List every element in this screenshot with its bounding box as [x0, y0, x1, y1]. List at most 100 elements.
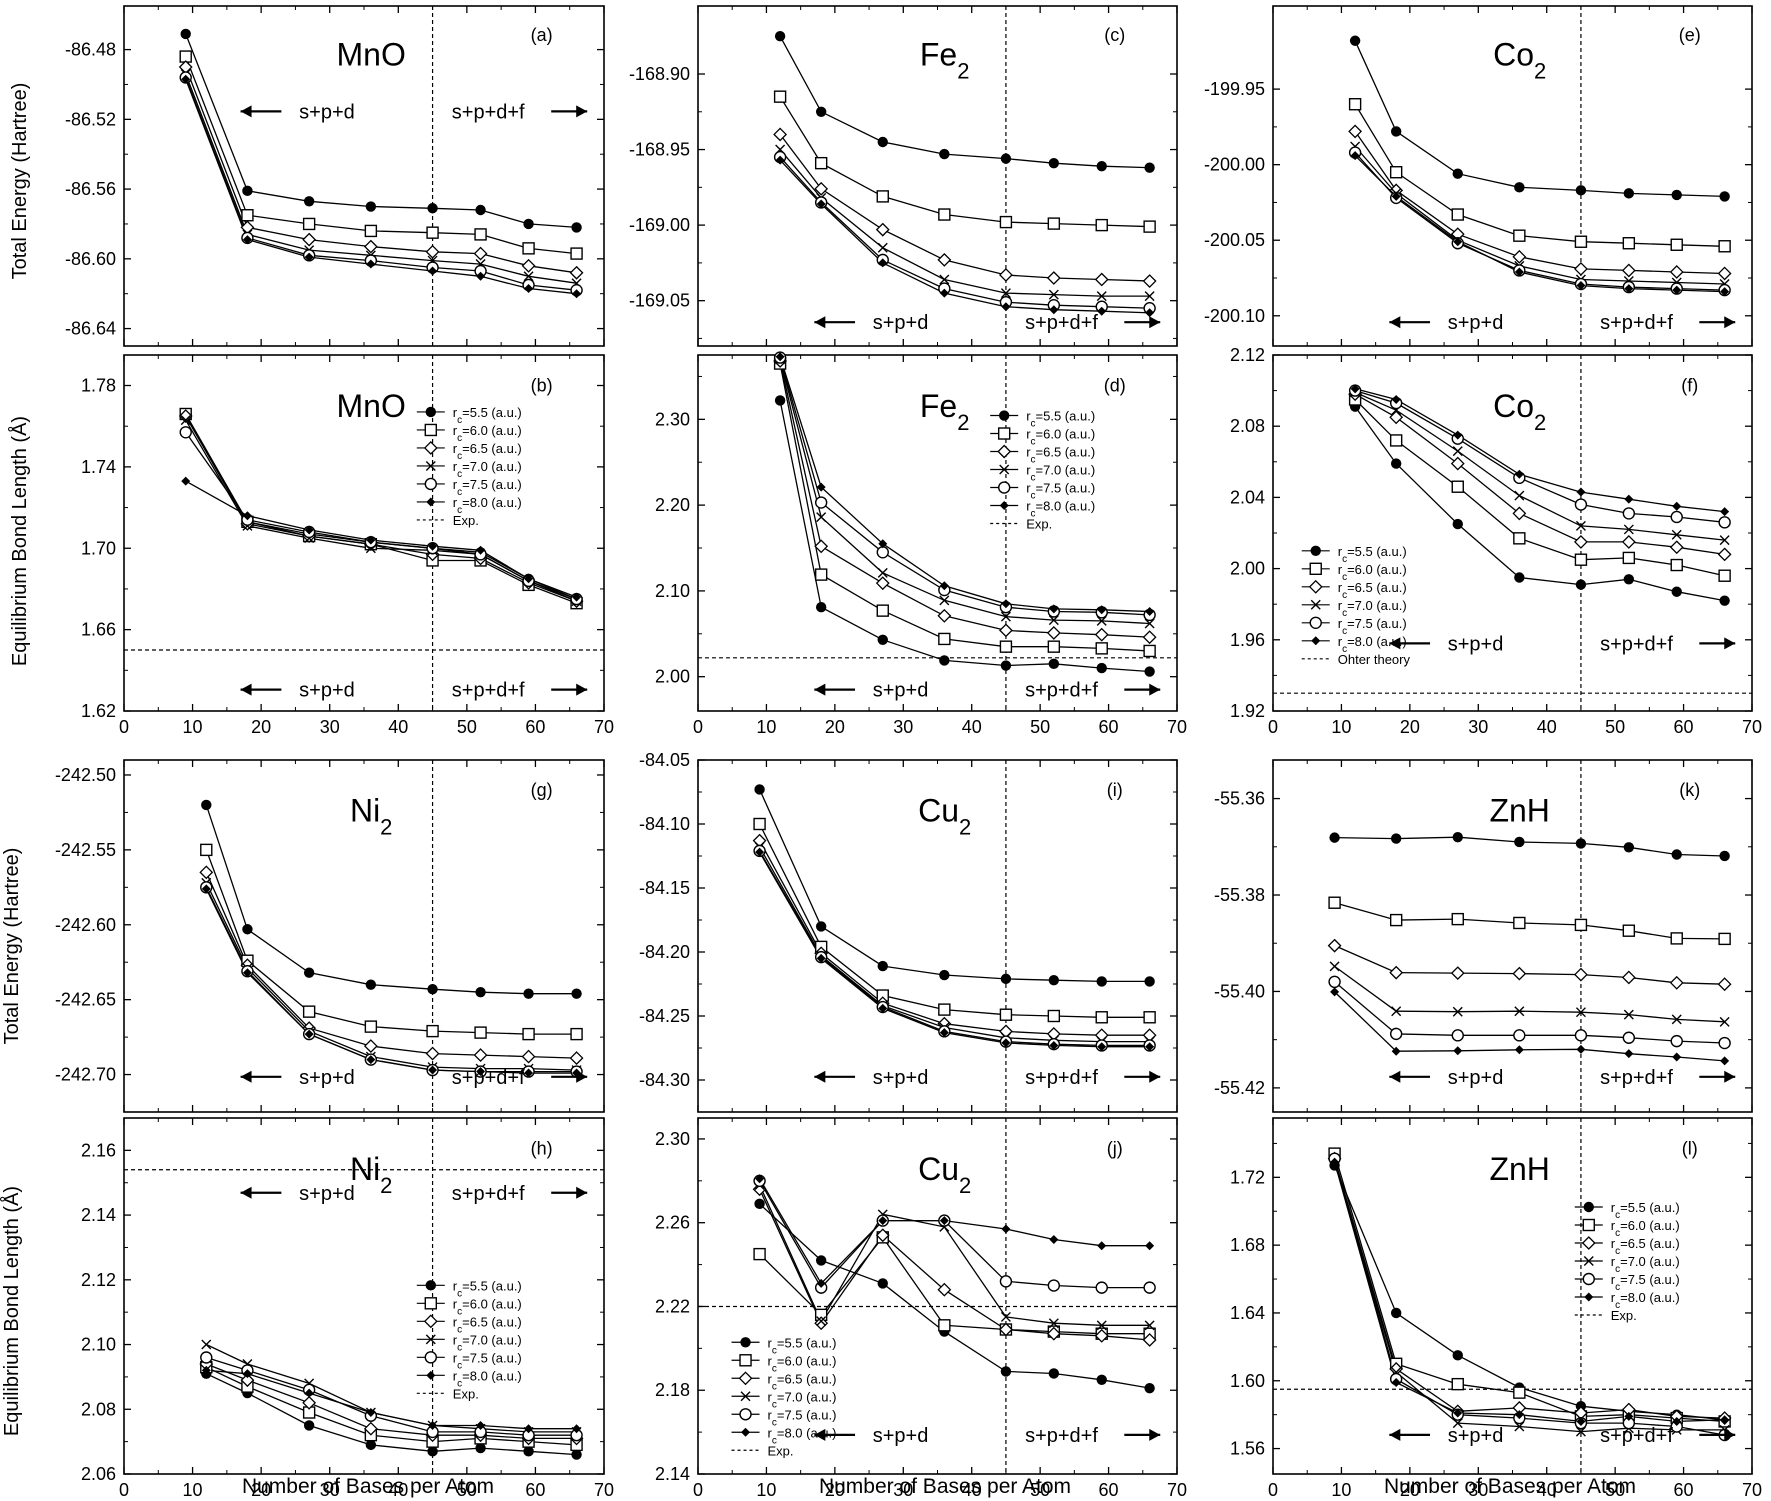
y-tick-label-j: 2.18	[655, 1380, 690, 1400]
series-line-d-1	[779, 363, 1150, 652]
data-point-h-3	[201, 1339, 212, 1350]
y-tick-label-i: -84.20	[639, 942, 690, 962]
y-tick-label-c: -169.00	[629, 215, 690, 235]
data-point-d-0	[877, 634, 888, 645]
data-point-j-5	[1097, 1241, 1107, 1251]
x-tick-label-h: 60	[525, 1480, 545, 1500]
data-point-a-0	[242, 185, 253, 197]
data-point-b-5	[428, 541, 438, 551]
series-line-f-4	[1354, 389, 1725, 523]
x-tick-label-d: 30	[893, 717, 913, 737]
data-point-i-5	[1097, 1042, 1107, 1052]
y-tick-label-f: 2.04	[1230, 487, 1265, 507]
data-point-d-2	[937, 608, 952, 623]
basis-right-label-g: s+p+d+f	[452, 1067, 525, 1089]
data-point-f-5	[1391, 395, 1401, 404]
data-point-e-0	[1514, 182, 1525, 193]
data-point-c-2	[999, 268, 1013, 282]
arrow-right-e-head	[1724, 316, 1736, 329]
panel-j: 0 10 20 30 40 50 60 70 2.14 2.18 2.22 2.26 2.30 Cu2 (j…	[655, 1117, 1187, 1500]
data-point-h-0	[523, 1446, 534, 1457]
data-point-k-4	[1718, 1036, 1731, 1050]
arrow-right-d-head	[1149, 683, 1161, 696]
arrow-left-h	[240, 1186, 282, 1199]
arrow-right-f-head	[1724, 637, 1736, 650]
y-tick-label-j: 2.26	[655, 1213, 690, 1233]
data-point-e-5	[1576, 281, 1586, 291]
data-point-i-1	[1143, 1011, 1156, 1024]
series-line-k-1	[1334, 902, 1725, 940]
arrow-right-d	[1124, 683, 1161, 696]
data-point-h-0	[571, 1449, 582, 1460]
arrow-right-c-head	[1149, 316, 1161, 329]
data-point-h-5	[242, 1369, 252, 1379]
panel-k: -55.36 -55.38 -55.40 -55.42 ZnH (k) s+p+d s+p+d…	[1214, 759, 1753, 1113]
data-point-k-0	[1671, 849, 1682, 860]
molecule-title-h: Ni2	[350, 1151, 392, 1198]
data-point-j-2	[1046, 1326, 1061, 1341]
xlabel-col2: Number of Bases per Atom	[819, 1475, 1071, 1498]
legend-marker-b	[425, 406, 436, 418]
x-tick-label-h: 0	[119, 1480, 129, 1500]
y-tick-label-h: 2.16	[81, 1140, 116, 1160]
legend-marker-b	[424, 423, 437, 437]
y-tick-label-l: 1.60	[1230, 1371, 1265, 1391]
legend-marker-b	[423, 441, 438, 455]
data-point-k-5	[1672, 1052, 1682, 1062]
data-point-a-2	[473, 246, 488, 261]
data-point-d-5	[1097, 605, 1107, 615]
molecule-title-f: Co2	[1493, 388, 1546, 435]
legend-marker-l	[1583, 1256, 1594, 1266]
ylabel-energy-top: Total Energy (Hartree)	[9, 83, 31, 280]
series-line-j-1	[759, 1236, 1150, 1335]
series-line-l-4	[1333, 1158, 1725, 1436]
series-line-b-1	[185, 413, 577, 604]
series-line-g-1	[205, 849, 577, 1035]
y-tick-label-d: 2.00	[655, 667, 690, 687]
data-point-c-5	[1049, 305, 1059, 315]
arrow-left-l	[1389, 1428, 1431, 1441]
data-point-l-0	[1452, 1350, 1463, 1361]
data-point-b-2	[178, 409, 193, 423]
series-line-g-5	[205, 888, 577, 1074]
legend-marker-d	[997, 444, 1012, 459]
series-line-c-4	[779, 156, 1150, 309]
data-point-j-3	[816, 1316, 827, 1327]
basis-right-label-h: s+p+d+f	[452, 1183, 525, 1205]
data-point-h-5	[476, 1420, 486, 1430]
x-tick-label-j: 70	[1167, 1480, 1187, 1500]
arrow-left-i	[814, 1070, 856, 1083]
data-point-f-4	[1622, 507, 1636, 520]
data-point-d-0	[1096, 662, 1107, 674]
data-point-h-4	[200, 1351, 213, 1364]
series-line-c-3	[779, 149, 1150, 297]
y-tick-label-b: 1.62	[81, 701, 116, 721]
series-line-j-5	[759, 1178, 1150, 1285]
series-line-e-2	[1354, 131, 1725, 275]
data-point-f-3	[1514, 490, 1525, 501]
arrow-right-e	[1699, 316, 1736, 329]
data-point-j-2	[937, 1282, 952, 1297]
data-point-k-3	[1671, 1014, 1682, 1025]
data-point-b-5	[524, 574, 534, 584]
series-line-a-5	[185, 78, 577, 295]
y-tick-label-i: -84.10	[639, 814, 690, 834]
panel-label-d: (d)	[1104, 375, 1126, 395]
data-point-j-0	[1000, 1366, 1012, 1377]
data-point-k-5	[1514, 1045, 1524, 1055]
x-tick-label-d: 20	[825, 717, 845, 737]
data-point-c-3	[939, 274, 950, 285]
data-point-f-2	[1574, 534, 1588, 549]
data-point-d-1	[938, 632, 951, 646]
data-point-k-3	[1329, 961, 1340, 972]
data-point-l-0	[1390, 1307, 1402, 1319]
y-tick-label-k: -55.36	[1214, 789, 1265, 809]
molecule-title-g: Ni2	[350, 792, 392, 839]
data-point-d-1	[876, 604, 889, 617]
data-point-k-2	[1669, 975, 1684, 990]
data-point-a-0	[365, 201, 377, 212]
data-point-c-1	[1143, 220, 1156, 233]
series-line-d-5	[779, 356, 1150, 613]
legend-marker-j	[740, 1337, 751, 1348]
data-point-e-5	[1350, 151, 1360, 161]
